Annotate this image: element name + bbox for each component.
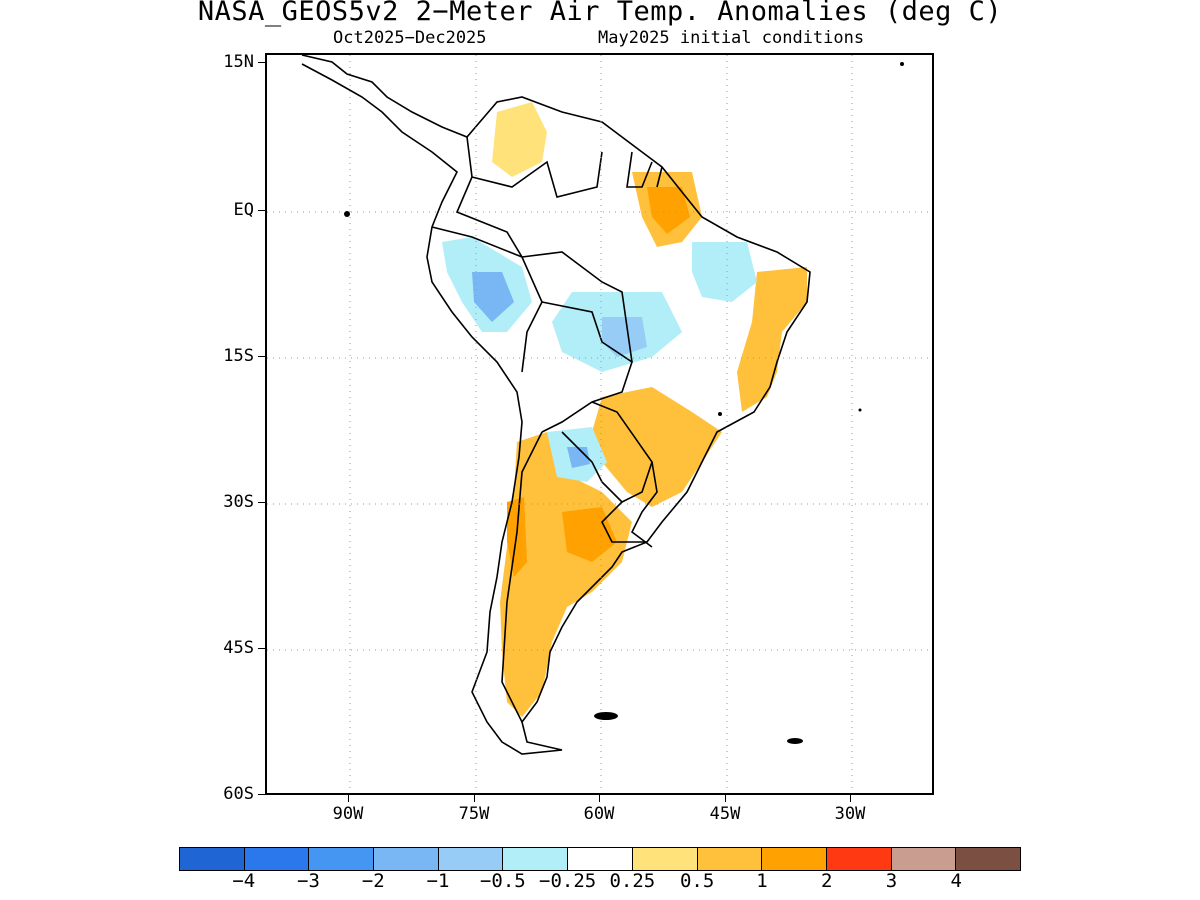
cool-anomaly-central-core bbox=[602, 317, 647, 357]
cool-anomaly-peru-core bbox=[472, 272, 514, 322]
lon-tick bbox=[725, 795, 726, 802]
lat-label-15n: 15N bbox=[223, 52, 254, 72]
colorbar-swatch bbox=[180, 848, 245, 870]
lon-tick bbox=[850, 795, 851, 802]
lat-tick bbox=[258, 62, 265, 63]
colorbar-swatch bbox=[697, 848, 763, 870]
colorbar-swatch bbox=[244, 848, 310, 870]
warm-anomaly-north bbox=[492, 102, 547, 177]
lon-tick bbox=[599, 795, 600, 802]
colorbar-label: 0.5 bbox=[679, 870, 715, 892]
colorbar-label: −3 bbox=[297, 870, 320, 892]
colorbar-swatch bbox=[826, 848, 892, 870]
country-borders bbox=[301, 55, 811, 755]
colorbar-label: 1 bbox=[756, 870, 768, 892]
graticule bbox=[267, 55, 932, 793]
season-subtitle: Oct2025−Dec2025 bbox=[333, 28, 487, 48]
colorbar-label: −2 bbox=[361, 870, 385, 892]
colorbar-swatch bbox=[309, 848, 375, 870]
lon-label-75w: 75W bbox=[458, 804, 490, 824]
colorbar-swatch bbox=[762, 848, 827, 870]
lat-tick bbox=[258, 356, 265, 357]
lat-label-30s: 30S bbox=[223, 492, 254, 512]
colorbar-swatch bbox=[568, 848, 633, 870]
colorbar-swatch bbox=[632, 848, 698, 870]
colorbar-swatch bbox=[374, 848, 439, 870]
warm-anomaly-amazon-core bbox=[647, 187, 690, 234]
cool-anomaly-regions bbox=[442, 237, 757, 482]
colorbar-label: 2 bbox=[820, 870, 833, 892]
lat-label-60s: 60S bbox=[223, 784, 254, 804]
warm-anomaly-argentina bbox=[500, 432, 632, 717]
colorbar-swatch bbox=[438, 848, 504, 870]
colorbar-label: 4 bbox=[950, 870, 962, 892]
map-panel bbox=[265, 53, 934, 795]
lon-label-90w: 90W bbox=[332, 804, 364, 824]
islands bbox=[344, 62, 904, 744]
cool-anomaly-northeast bbox=[692, 242, 757, 302]
lat-label-15s: 15S bbox=[223, 346, 254, 366]
colorbar-label: −0.25 bbox=[539, 870, 597, 892]
lat-label-45s: 45S bbox=[223, 638, 254, 658]
lon-label-45w: 45W bbox=[709, 804, 741, 824]
colorbar bbox=[179, 847, 1021, 871]
lat-tick bbox=[258, 794, 265, 795]
initial-conditions-subtitle: May2025 initial conditions bbox=[598, 28, 865, 48]
lat-tick bbox=[258, 648, 265, 649]
colorbar-swatch bbox=[956, 848, 1020, 870]
chart-title: NASA_GEOS5v2 2−Meter Air Temp. Anomalies… bbox=[197, 0, 1003, 27]
lon-label-60w: 60W bbox=[583, 804, 615, 824]
colorbar-label: −0.5 bbox=[479, 870, 526, 892]
colorbar-swatch bbox=[891, 848, 957, 870]
warm-anomaly-northeast bbox=[737, 267, 807, 412]
lon-label-30w: 30W bbox=[834, 804, 866, 824]
anomaly-map bbox=[267, 55, 932, 793]
colorbar-label: 0.25 bbox=[609, 870, 656, 892]
lat-tick bbox=[258, 210, 265, 211]
colorbar-label: −1 bbox=[426, 870, 450, 892]
colorbar-label: −4 bbox=[232, 870, 256, 892]
lat-label-eq: EQ bbox=[233, 200, 254, 220]
warm-anomaly-south-brazil bbox=[592, 387, 722, 507]
continent-land bbox=[302, 55, 810, 754]
colorbar-label: 3 bbox=[885, 870, 898, 892]
lon-tick bbox=[348, 795, 349, 802]
colorbar-swatch bbox=[503, 848, 569, 870]
lat-tick bbox=[258, 502, 265, 503]
lon-tick bbox=[474, 795, 475, 802]
cool-anomaly-chaco-core bbox=[567, 447, 590, 468]
